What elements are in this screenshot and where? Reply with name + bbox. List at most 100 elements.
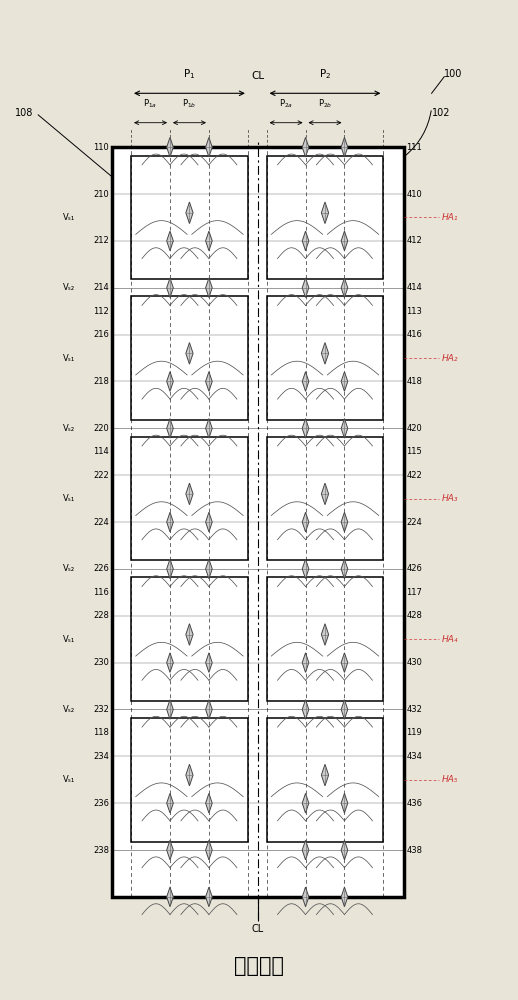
Text: 236: 236 — [93, 799, 109, 808]
Text: 113: 113 — [406, 307, 422, 316]
Text: Vₛ₁: Vₛ₁ — [63, 775, 75, 784]
Polygon shape — [206, 372, 212, 391]
Polygon shape — [302, 887, 309, 907]
Polygon shape — [321, 343, 328, 364]
Bar — [267, 718, 383, 842]
Text: 218: 218 — [93, 377, 109, 386]
Polygon shape — [341, 419, 348, 438]
Text: 117: 117 — [406, 588, 422, 597]
Text: 210: 210 — [93, 190, 109, 199]
Text: 112: 112 — [93, 307, 109, 316]
Polygon shape — [341, 840, 348, 860]
Text: 432: 432 — [406, 705, 422, 714]
Text: HA₃: HA₃ — [442, 494, 458, 503]
Polygon shape — [206, 137, 212, 157]
Polygon shape — [167, 559, 174, 579]
Polygon shape — [302, 559, 309, 579]
Text: 438: 438 — [406, 846, 422, 855]
Text: 224: 224 — [93, 518, 109, 527]
Text: Vₛ₂: Vₛ₂ — [63, 283, 75, 292]
Text: 410: 410 — [406, 190, 422, 199]
Polygon shape — [206, 653, 212, 672]
Polygon shape — [302, 372, 309, 391]
Polygon shape — [341, 559, 348, 579]
Bar — [267, 577, 383, 701]
Polygon shape — [186, 483, 193, 505]
Text: 230: 230 — [93, 658, 109, 667]
Text: 232: 232 — [93, 705, 109, 714]
Bar — [267, 296, 383, 420]
Text: Vₛ₂: Vₛ₂ — [63, 564, 75, 573]
Polygon shape — [186, 202, 193, 224]
Polygon shape — [341, 887, 348, 907]
Text: 224: 224 — [406, 518, 422, 527]
Text: HA₄: HA₄ — [442, 635, 458, 644]
Polygon shape — [167, 700, 174, 719]
Polygon shape — [341, 372, 348, 391]
Polygon shape — [321, 624, 328, 645]
Polygon shape — [167, 887, 174, 907]
Polygon shape — [321, 764, 328, 786]
Polygon shape — [302, 512, 309, 532]
Text: HA₅: HA₅ — [442, 775, 458, 784]
Text: 212: 212 — [93, 236, 109, 245]
Text: 118: 118 — [93, 728, 109, 737]
Polygon shape — [206, 840, 212, 860]
Text: 108: 108 — [16, 108, 34, 118]
Polygon shape — [186, 343, 193, 364]
Text: P$_{2a}$: P$_{2a}$ — [279, 97, 293, 110]
Bar — [131, 437, 248, 560]
Text: 234: 234 — [93, 752, 109, 761]
Text: 116: 116 — [93, 588, 109, 597]
Polygon shape — [167, 231, 174, 251]
Polygon shape — [341, 231, 348, 251]
Text: 214: 214 — [93, 283, 109, 292]
Text: Vₛ₁: Vₛ₁ — [63, 494, 75, 503]
Polygon shape — [206, 793, 212, 813]
Text: 222: 222 — [93, 471, 109, 480]
Polygon shape — [206, 700, 212, 719]
Text: 100: 100 — [444, 69, 463, 79]
Text: 114: 114 — [93, 447, 109, 456]
Text: 115: 115 — [406, 447, 422, 456]
Text: HA₁: HA₁ — [442, 213, 458, 222]
Text: P$_{1b}$: P$_{1b}$ — [182, 97, 197, 110]
Polygon shape — [206, 231, 212, 251]
Text: 220: 220 — [93, 424, 109, 433]
Polygon shape — [167, 840, 174, 860]
Polygon shape — [206, 887, 212, 907]
Text: Vₛ₁: Vₛ₁ — [63, 354, 75, 363]
Bar — [131, 718, 248, 842]
Polygon shape — [341, 278, 348, 298]
Polygon shape — [206, 512, 212, 532]
Polygon shape — [302, 700, 309, 719]
Bar — [131, 156, 248, 279]
Text: 102: 102 — [431, 108, 450, 118]
Polygon shape — [186, 624, 193, 645]
Polygon shape — [341, 512, 348, 532]
Text: 420: 420 — [406, 424, 422, 433]
Text: 238: 238 — [93, 846, 109, 855]
Polygon shape — [206, 419, 212, 438]
Polygon shape — [167, 793, 174, 813]
Text: 119: 119 — [406, 728, 422, 737]
Text: P$_{2b}$: P$_{2b}$ — [318, 97, 332, 110]
Text: 111: 111 — [406, 143, 422, 152]
Polygon shape — [341, 653, 348, 672]
Text: 434: 434 — [406, 752, 422, 761]
Text: 416: 416 — [406, 330, 422, 339]
Polygon shape — [302, 137, 309, 157]
Text: CL: CL — [252, 924, 264, 934]
Text: 428: 428 — [406, 611, 422, 620]
Text: 418: 418 — [406, 377, 422, 386]
Text: 110: 110 — [93, 143, 109, 152]
Text: 现有技术: 现有技术 — [234, 956, 284, 976]
Text: 422: 422 — [406, 471, 422, 480]
Text: 412: 412 — [406, 236, 422, 245]
Bar — [112, 147, 404, 897]
Polygon shape — [321, 202, 328, 224]
Polygon shape — [167, 512, 174, 532]
Polygon shape — [302, 793, 309, 813]
Text: 216: 216 — [93, 330, 109, 339]
Polygon shape — [302, 653, 309, 672]
